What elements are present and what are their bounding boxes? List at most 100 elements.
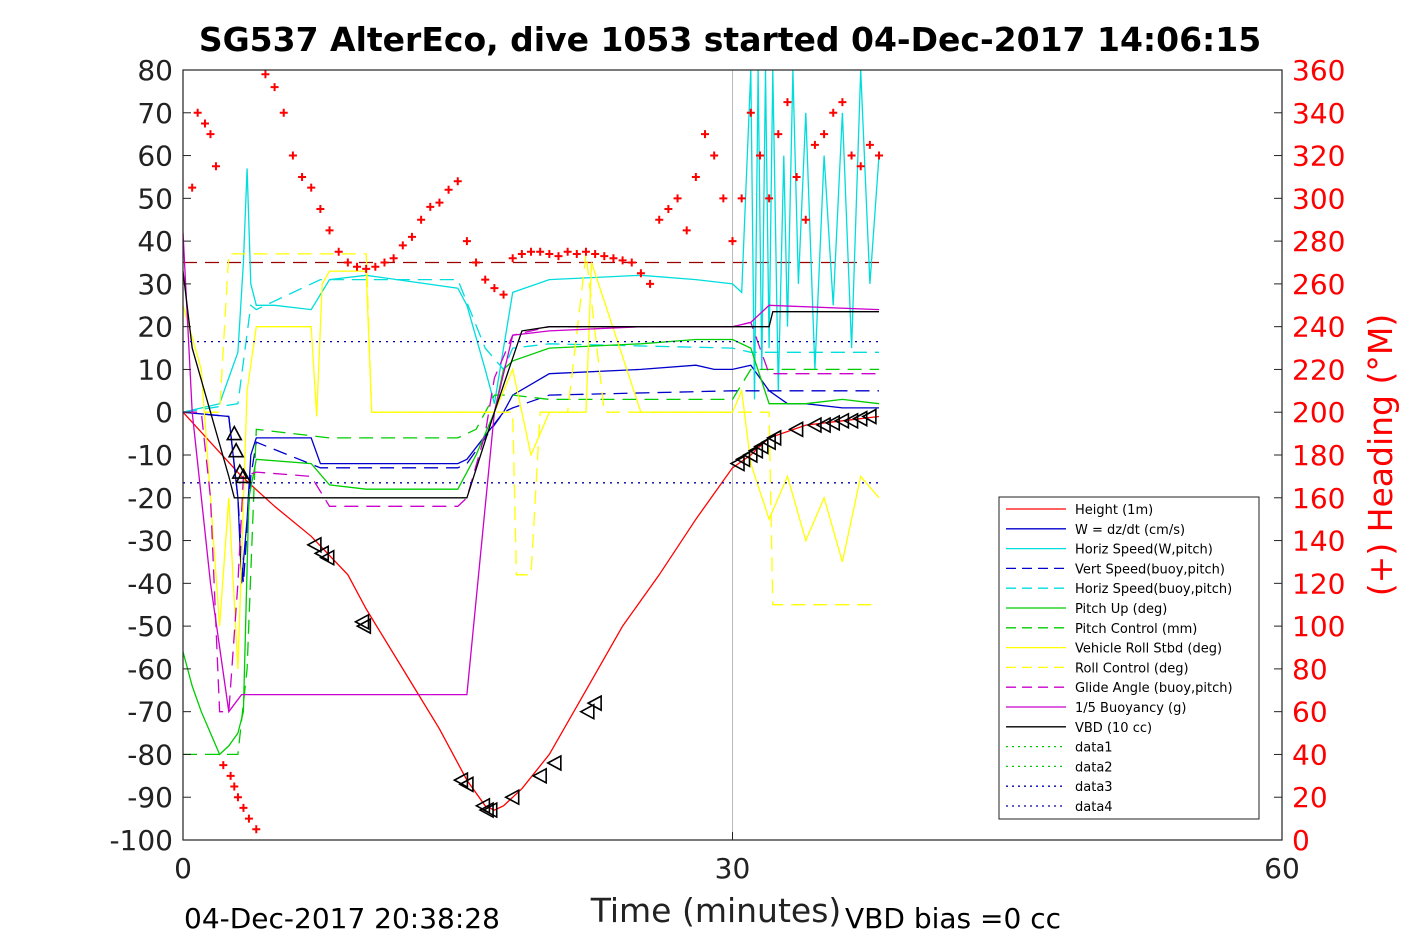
legend-label-w: W = dz/dt (cm/s) [1075,523,1185,538]
heading-point [244,814,253,823]
heading-point [362,264,371,273]
left-tick-label: -90 [127,781,173,814]
right-tick-label: 260 [1292,268,1345,301]
marker-left-triangle [579,703,595,721]
heading-point [719,194,728,203]
right-tick-label: 120 [1292,567,1345,600]
marker-left-triangle [306,536,322,554]
heading-point [444,185,453,194]
left-tick-label: -20 [127,482,173,515]
right-tick-label: 360 [1292,54,1345,87]
y2-axis-label: (+) Heading (°M) [1361,314,1400,596]
left-tick-label: 60 [137,140,173,173]
marker-up-triangle [225,424,243,441]
marker-left-triangle [586,694,602,712]
heading-point [536,247,545,256]
right-tick-label: 300 [1292,182,1345,215]
heading-point [343,258,352,267]
heading-layer [188,70,884,834]
heading-point [792,172,801,181]
legend-label-pitch_ctrl: Pitch Control (mm) [1075,622,1197,637]
heading-point [398,241,407,250]
chart-title: SG537 AlterEco, dive 1053 started 04-Dec… [199,20,1261,59]
legend-label-roll_ctrl: Roll Control (deg) [1075,661,1189,676]
heading-point [847,151,856,160]
legend-label-horiz_buoy: Horiz Speed(buoy,pitch) [1075,582,1232,597]
marker-left-triangle [355,617,372,635]
series-horiz_w [183,70,880,413]
heading-point [407,232,416,241]
heading-point [261,70,270,79]
heading-point [472,258,481,267]
legend-label-data4: data4 [1075,800,1113,815]
heading-point [728,237,737,246]
right-tick-label: 280 [1292,225,1345,258]
right-tick-label: 100 [1292,610,1345,643]
series-layer [183,70,880,811]
heading-point [737,194,746,203]
left-tick-label: -70 [127,696,173,729]
marker-up-triangle [235,467,252,484]
marker-left-triangle [482,801,498,819]
series-buoy [183,232,880,714]
heading-point [527,247,536,256]
legend-label-pitch_up: Pitch Up (deg) [1075,602,1167,617]
left-tick-label: -30 [127,525,173,558]
marker-up-triangle [227,442,245,458]
legend-label-data2: data2 [1075,760,1113,775]
right-tick-label: 40 [1292,738,1328,771]
marker-left-triangle [531,767,547,785]
heading-point [627,258,636,267]
heading-point [453,177,462,186]
marker-left-triangle [806,416,822,434]
heading-point [746,108,755,117]
right-tick-label: 320 [1292,140,1345,173]
heading-point [810,140,819,149]
x-tick-label: 60 [1264,852,1300,885]
marker-left-triangle [504,788,520,806]
legend-box [998,496,1260,820]
legend-label-data1: data1 [1075,741,1113,756]
heading-point [774,130,783,139]
left-tick-label: -100 [109,824,173,857]
marker-left-triangle [734,450,751,468]
right-tick-label: 60 [1292,696,1328,729]
heading-point [691,172,700,181]
legend-label-roll: Vehicle Roll Stbd (deg) [1075,642,1222,657]
heading-point [325,226,334,235]
right-tick-label: 160 [1292,482,1345,515]
heading-point [554,252,563,261]
heading-point [572,249,581,258]
heading-point [200,119,209,128]
marker-left-triangle [765,429,782,447]
legend-label-horiz_w: Horiz Speed(W,pitch) [1075,543,1213,558]
heading-point [307,183,316,192]
heading-point [829,108,838,117]
x-tick-label: 30 [715,852,751,885]
marker-left-triangle [787,420,804,438]
legend-label-data3: data3 [1075,780,1113,795]
heading-point [755,151,764,160]
heading-point [288,151,297,160]
left-tick-label: 20 [137,311,173,344]
heading-point [646,279,655,288]
legend: Height (1m) W = dz/dt (cm/s) Horiz Speed(W… [998,496,1260,820]
legend-label-glide: Glide Angle (buoy,pitch) [1075,681,1233,696]
series-roll_ctrl [183,253,879,606]
left-axis: 80 70 60 50 40 30 20 10 0 -10 -20 -30 -40 -50 -60 -70 -8… [109,54,191,857]
marker-left-triangle [861,408,877,425]
heading-point [270,83,279,92]
series-horiz_buoy [183,278,879,413]
series-height [183,411,880,811]
x-tick-label: 0 [174,852,192,885]
heading-point [865,140,874,149]
marker-left-triangle [478,801,494,819]
x-axis: 0 30 60 [174,832,1300,885]
series-vbd [183,271,879,499]
heading-point [701,130,710,139]
heading-point [545,249,554,258]
left-tick-label: 10 [137,353,173,386]
heading-point [219,761,228,770]
left-tick-label: -80 [127,738,173,771]
heading-point [765,194,774,203]
